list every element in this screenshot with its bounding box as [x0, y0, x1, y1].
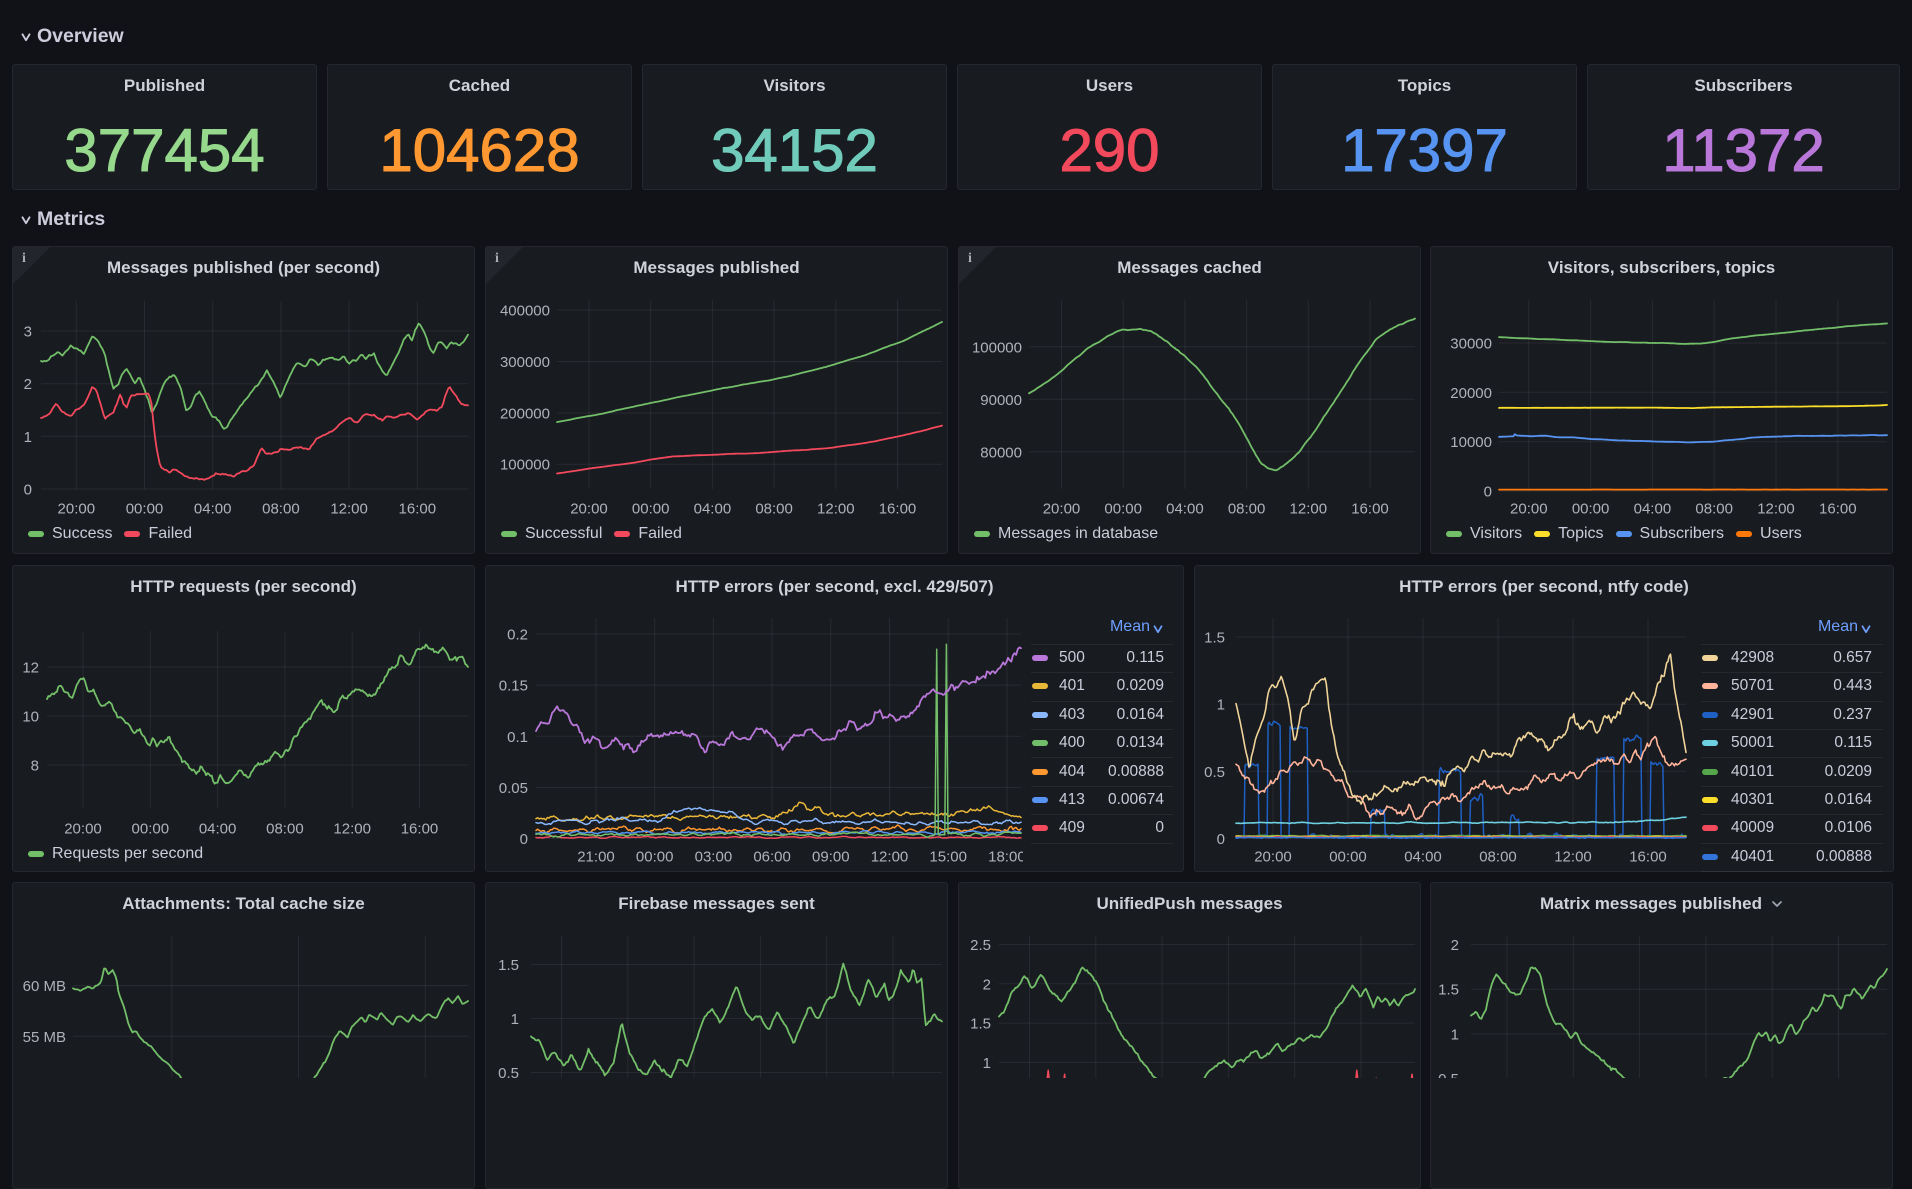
svg-text:08:00: 08:00 — [262, 501, 300, 518]
svg-text:0.2: 0.2 — [507, 627, 528, 644]
svg-text:20:00: 20:00 — [64, 821, 102, 838]
svg-text:12: 12 — [22, 660, 39, 677]
svg-text:20:00: 20:00 — [570, 501, 608, 518]
svg-text:00:00: 00:00 — [1572, 501, 1610, 518]
svg-text:16:00: 16:00 — [401, 821, 439, 838]
svg-text:21:00: 21:00 — [577, 849, 615, 866]
svg-text:00:00: 00:00 — [632, 501, 670, 518]
svg-text:1.5: 1.5 — [498, 957, 519, 974]
svg-text:1: 1 — [983, 1055, 991, 1072]
svg-text:16:00: 16:00 — [1351, 501, 1389, 518]
svg-text:20000: 20000 — [1450, 385, 1492, 402]
svg-text:18:00: 18:00 — [988, 849, 1026, 866]
svg-text:12:00: 12:00 — [1290, 501, 1328, 518]
svg-text:04:00: 04:00 — [1166, 501, 1204, 518]
svg-text:12:00: 12:00 — [817, 501, 855, 518]
svg-text:200000: 200000 — [500, 406, 550, 423]
svg-text:1: 1 — [24, 429, 32, 446]
svg-text:0.1: 0.1 — [507, 729, 528, 746]
svg-text:8: 8 — [31, 758, 39, 775]
svg-text:2.5: 2.5 — [970, 937, 991, 954]
svg-text:20:00: 20:00 — [1254, 849, 1292, 866]
svg-text:1: 1 — [511, 1011, 519, 1028]
svg-text:2: 2 — [1451, 937, 1459, 954]
svg-text:0.5: 0.5 — [1204, 764, 1225, 781]
svg-text:0: 0 — [520, 831, 528, 848]
svg-text:12:00: 12:00 — [333, 821, 371, 838]
svg-text:03:00: 03:00 — [695, 849, 733, 866]
svg-text:100000: 100000 — [972, 339, 1022, 356]
svg-text:2: 2 — [983, 976, 991, 993]
svg-text:08:00: 08:00 — [1479, 849, 1517, 866]
svg-text:1: 1 — [1217, 697, 1225, 714]
svg-text:00:00: 00:00 — [132, 821, 170, 838]
svg-text:04:00: 04:00 — [194, 501, 232, 518]
svg-text:06:00: 06:00 — [753, 849, 791, 866]
svg-text:00:00: 00:00 — [1104, 501, 1142, 518]
svg-text:16:00: 16:00 — [879, 501, 917, 518]
svg-text:20:00: 20:00 — [1043, 501, 1081, 518]
svg-text:08:00: 08:00 — [266, 821, 304, 838]
svg-text:08:00: 08:00 — [755, 501, 793, 518]
svg-text:10000: 10000 — [1450, 434, 1492, 451]
svg-text:60 MB: 60 MB — [23, 978, 66, 995]
svg-text:12:00: 12:00 — [1554, 849, 1592, 866]
svg-text:90000: 90000 — [980, 392, 1022, 409]
svg-text:3: 3 — [24, 324, 32, 341]
svg-text:12:00: 12:00 — [330, 501, 368, 518]
svg-text:04:00: 04:00 — [694, 501, 732, 518]
svg-text:1.5: 1.5 — [970, 1016, 991, 1033]
svg-text:08:00: 08:00 — [1695, 501, 1733, 518]
svg-text:00:00: 00:00 — [636, 849, 674, 866]
svg-text:0.05: 0.05 — [499, 780, 528, 797]
svg-text:16:00: 16:00 — [399, 501, 437, 518]
svg-text:0: 0 — [24, 482, 32, 499]
svg-text:16:00: 16:00 — [1629, 849, 1667, 866]
svg-text:20:00: 20:00 — [1510, 501, 1548, 518]
svg-text:08:00: 08:00 — [1228, 501, 1266, 518]
svg-text:400000: 400000 — [500, 303, 550, 320]
svg-text:10: 10 — [22, 709, 39, 726]
svg-text:0.5: 0.5 — [498, 1065, 519, 1078]
svg-text:00:00: 00:00 — [126, 501, 164, 518]
svg-text:04:00: 04:00 — [1634, 501, 1672, 518]
svg-text:1: 1 — [1451, 1026, 1459, 1043]
svg-text:55 MB: 55 MB — [23, 1029, 66, 1046]
svg-text:1.5: 1.5 — [1204, 630, 1225, 647]
svg-text:30000: 30000 — [1450, 336, 1492, 353]
svg-text:16:00: 16:00 — [1819, 501, 1857, 518]
svg-text:12:00: 12:00 — [1757, 501, 1795, 518]
svg-text:15:00: 15:00 — [929, 849, 967, 866]
svg-text:0: 0 — [1217, 831, 1225, 848]
svg-text:00:00: 00:00 — [1329, 849, 1367, 866]
svg-text:04:00: 04:00 — [1404, 849, 1442, 866]
svg-text:0.5: 0.5 — [1438, 1071, 1459, 1078]
svg-text:0.15: 0.15 — [499, 678, 528, 695]
svg-text:2: 2 — [24, 376, 32, 393]
svg-text:09:00: 09:00 — [812, 849, 850, 866]
svg-text:80000: 80000 — [980, 444, 1022, 461]
svg-text:1.5: 1.5 — [1438, 982, 1459, 999]
svg-text:300000: 300000 — [500, 354, 550, 371]
svg-text:20:00: 20:00 — [58, 501, 96, 518]
svg-text:100000: 100000 — [500, 457, 550, 474]
svg-text:04:00: 04:00 — [199, 821, 237, 838]
svg-text:12:00: 12:00 — [871, 849, 909, 866]
svg-text:0: 0 — [1484, 484, 1492, 501]
